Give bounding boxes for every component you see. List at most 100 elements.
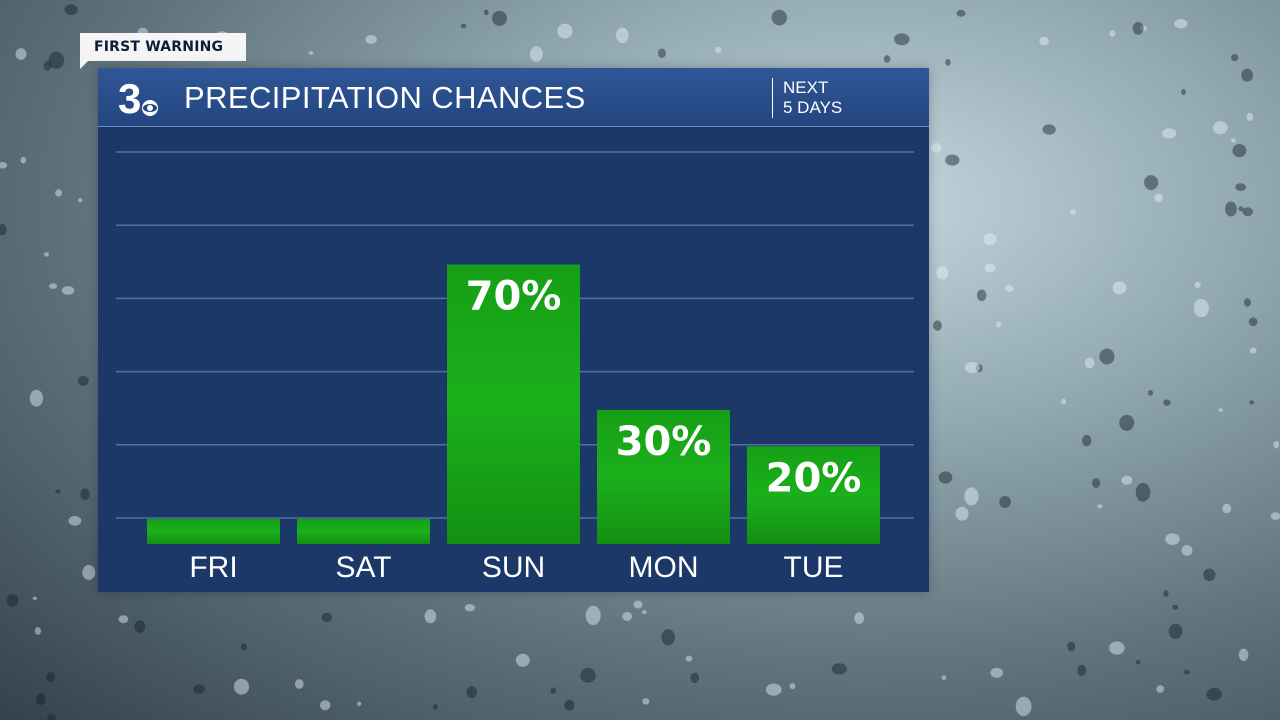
rain-drop bbox=[585, 605, 601, 626]
cbs-eye-icon bbox=[142, 100, 158, 116]
rain-drop bbox=[1082, 434, 1092, 447]
rain-drop bbox=[1222, 503, 1232, 514]
rain-drop bbox=[661, 629, 675, 646]
data-label-tue: 20% bbox=[766, 455, 862, 501]
rain-drop bbox=[134, 620, 146, 633]
rain-drop bbox=[984, 263, 996, 273]
rain-drop bbox=[1139, 25, 1147, 31]
rain-drop bbox=[1249, 400, 1255, 405]
rain-drop bbox=[61, 286, 75, 295]
bar-fri bbox=[147, 519, 280, 544]
rain-drop bbox=[49, 283, 58, 289]
rain-drop bbox=[1163, 590, 1169, 597]
rain-drop bbox=[933, 320, 942, 331]
rain-drop bbox=[1109, 30, 1116, 37]
rain-drop bbox=[1270, 512, 1280, 520]
rain-drop bbox=[1238, 206, 1244, 212]
date-range-line-1: NEXT bbox=[783, 78, 829, 97]
rain-drop bbox=[1230, 138, 1236, 143]
date-range: NEXT 5 DAYS bbox=[772, 78, 842, 118]
panel-header: 3 PRECIPITATION CHANCES NEXT 5 DAYS bbox=[98, 68, 929, 127]
rain-drop bbox=[20, 156, 27, 164]
rain-drop bbox=[29, 389, 44, 407]
category-label-tue: TUE bbox=[784, 551, 844, 584]
rain-drop bbox=[771, 9, 787, 26]
rain-drop bbox=[32, 596, 37, 601]
rain-drop bbox=[633, 600, 643, 609]
rain-drop bbox=[964, 487, 979, 506]
rain-drop bbox=[1042, 124, 1056, 135]
bar-sat bbox=[297, 519, 430, 544]
rain-drop bbox=[1174, 19, 1188, 29]
rain-drop bbox=[1162, 128, 1177, 139]
rain-drop bbox=[1119, 414, 1135, 431]
rain-drop bbox=[831, 663, 847, 675]
rain-drop bbox=[1206, 687, 1222, 701]
rain-drop bbox=[1242, 207, 1253, 217]
category-label-mon: MON bbox=[629, 551, 699, 584]
rain-drop bbox=[1092, 478, 1101, 488]
rain-drop bbox=[1225, 201, 1237, 217]
rain-drop bbox=[515, 653, 530, 667]
rain-drop bbox=[1193, 298, 1209, 318]
rain-drop bbox=[193, 684, 205, 694]
chart-title: PRECIPITATION CHANCES bbox=[184, 80, 586, 115]
bar-mon bbox=[597, 409, 730, 544]
rain-drop bbox=[1135, 660, 1141, 665]
rain-drop bbox=[1194, 281, 1201, 288]
rain-drop bbox=[789, 683, 796, 690]
rain-drop bbox=[990, 667, 1003, 678]
rain-drop bbox=[1163, 399, 1171, 406]
rain-drop bbox=[690, 672, 699, 684]
rain-drop bbox=[1061, 398, 1067, 405]
rain-drop bbox=[47, 713, 56, 720]
rain-drop bbox=[464, 604, 475, 612]
rain-drop bbox=[1246, 112, 1254, 122]
rain-drop bbox=[615, 27, 629, 44]
rain-drop bbox=[55, 489, 61, 494]
rain-drop bbox=[1218, 408, 1223, 412]
rain-drop bbox=[319, 700, 331, 711]
rain-drop bbox=[466, 686, 477, 699]
logo-number: 3 bbox=[118, 75, 141, 121]
rain-drop bbox=[308, 51, 314, 55]
rain-drop bbox=[1039, 36, 1049, 46]
bar-tue bbox=[747, 446, 880, 544]
rain-drop bbox=[484, 9, 489, 16]
bar-sun bbox=[447, 264, 580, 544]
rain-drop bbox=[1156, 685, 1165, 693]
rain-drop bbox=[996, 321, 1002, 328]
rain-drop bbox=[1099, 348, 1115, 365]
rain-drop bbox=[46, 671, 55, 683]
channel-3-logo: 3 bbox=[118, 75, 158, 121]
rain-drop bbox=[6, 594, 19, 607]
rain-drop bbox=[999, 496, 1011, 508]
rain-drop bbox=[930, 143, 942, 153]
precip-bar-chart: FRI SAT 70% SUN 30% MON 20% TUE bbox=[116, 151, 914, 584]
rain-drop bbox=[1273, 441, 1280, 449]
rain-drop bbox=[1231, 54, 1239, 62]
rain-drop bbox=[15, 48, 27, 60]
rain-drop bbox=[118, 615, 129, 624]
rain-drop bbox=[1181, 88, 1186, 96]
rain-drop bbox=[233, 678, 250, 695]
rain-drop bbox=[80, 488, 90, 501]
rain-drop bbox=[529, 46, 543, 62]
rain-drop bbox=[941, 675, 947, 680]
rain-drop bbox=[1181, 545, 1193, 556]
rain-drop bbox=[894, 33, 910, 46]
rain-drop bbox=[1248, 317, 1258, 327]
rain-drop bbox=[955, 506, 969, 521]
rain-drop bbox=[945, 59, 951, 66]
tag-tail bbox=[80, 61, 88, 69]
rain-drop bbox=[492, 10, 507, 26]
rain-drop bbox=[580, 667, 596, 683]
rain-drop bbox=[714, 46, 722, 53]
rain-drop bbox=[1112, 281, 1127, 295]
rain-drop bbox=[550, 687, 556, 694]
rain-drop bbox=[240, 643, 247, 651]
rain-drop bbox=[460, 23, 467, 29]
rain-drop bbox=[975, 364, 983, 373]
rain-drop bbox=[1172, 604, 1179, 610]
